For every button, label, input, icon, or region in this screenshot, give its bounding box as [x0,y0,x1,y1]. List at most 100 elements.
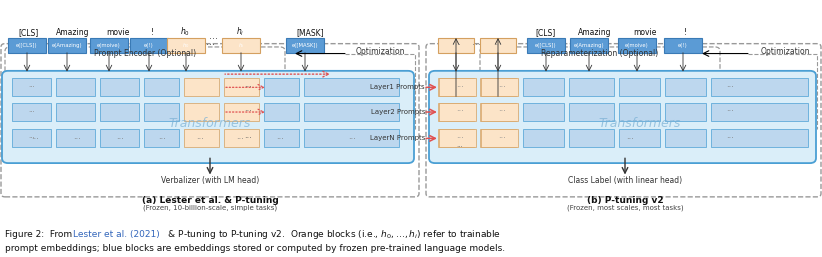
Text: [CLS]: [CLS] [535,27,555,37]
Bar [304,129,399,148]
Bar [167,38,205,53]
Text: ···: ··· [456,107,464,116]
Text: ···: ··· [31,135,39,144]
Bar [711,78,808,96]
Text: Layer1 Prompts: Layer1 Prompts [371,84,425,90]
Bar [439,78,476,96]
Text: e(!): e(!) [144,43,154,48]
Bar [480,78,516,96]
Text: Reparameterization (Optional): Reparameterization (Optional) [542,49,658,58]
Bar [224,103,259,121]
Text: e(Amazing): e(Amazing) [574,43,604,48]
Text: ···: ··· [451,40,460,50]
Bar [438,103,474,121]
FancyBboxPatch shape [5,47,285,100]
Text: e(moive): e(moive) [97,43,121,48]
Bar [527,38,565,53]
Bar [481,78,518,96]
Text: Layer2 Prompts: Layer2 Prompts [371,109,425,115]
Bar [618,38,656,53]
Text: prompt embeddings; blue blocks are embeddings stored or computed by frozen pre-t: prompt embeddings; blue blocks are embed… [5,244,506,253]
Text: ···: ··· [209,34,218,44]
Bar [130,38,168,53]
Text: ···: ··· [276,135,284,144]
Bar [664,38,702,53]
Text: Optimization: Optimization [355,47,404,56]
Bar [184,103,219,121]
Bar [264,129,299,148]
Text: [MASK]: [MASK] [296,27,324,37]
Bar [569,129,614,148]
Text: movie: movie [106,27,130,37]
Text: ···: ··· [236,135,244,144]
Text: Optimization: Optimization [760,47,810,56]
Text: (a) Lester et al. & P-tuning: (a) Lester et al. & P-tuning [141,196,279,205]
Bar [224,78,259,96]
FancyBboxPatch shape [1,44,419,197]
Bar [569,78,614,96]
Text: ···: ··· [498,134,506,143]
Text: $h_0$: $h_0$ [182,41,190,50]
Text: ···: ··· [726,134,734,143]
Text: Verbalizer (with LM head): Verbalizer (with LM head) [161,176,259,185]
Text: (b) P-tuning v2: (b) P-tuning v2 [587,196,663,205]
Bar [665,129,706,148]
Bar [184,78,219,96]
Bar [665,78,706,96]
Bar [100,103,139,121]
Bar [100,78,139,96]
Bar [711,129,808,148]
Text: LayerN Prompts: LayerN Prompts [370,135,425,141]
Bar [570,38,608,53]
Bar [222,38,260,53]
Bar [56,78,95,96]
Text: $h_i$: $h_i$ [238,41,244,50]
Text: ···: ··· [494,41,502,50]
Text: Amazing: Amazing [56,27,90,37]
Bar [480,129,516,148]
Text: ···: ··· [29,135,35,141]
Bar [439,103,476,121]
Text: e([CLS]): e([CLS]) [535,43,556,48]
Bar [523,78,564,96]
Text: ···: ··· [206,40,215,50]
Text: ···: ··· [457,144,464,150]
Bar [438,78,474,96]
Text: ···: ··· [116,135,124,144]
Bar [56,103,95,121]
Bar [100,129,139,148]
FancyBboxPatch shape [429,71,816,163]
Text: ···: ··· [726,83,734,92]
Bar [569,103,614,121]
Bar [286,38,324,53]
Bar [48,38,86,53]
Text: (Frozen, most scales, most tasks): (Frozen, most scales, most tasks) [566,204,683,211]
Text: $h_0$: $h_0$ [180,26,190,38]
Text: e(moive): e(moive) [625,43,649,48]
Bar [665,103,706,121]
Text: Figure 2:  From: Figure 2: From [5,230,75,239]
Bar [12,103,51,121]
Text: ···: ··· [626,135,634,144]
Bar [523,129,564,148]
FancyBboxPatch shape [480,47,720,100]
Bar [481,129,518,148]
FancyBboxPatch shape [2,71,414,163]
Bar [56,129,95,148]
Text: !: ! [684,27,686,37]
Text: Prompt Encoder (Optional): Prompt Encoder (Optional) [94,49,196,58]
Text: e([MASK]): e([MASK]) [292,43,318,48]
Text: Transformers: Transformers [169,117,252,130]
Text: Transformers: Transformers [598,117,681,130]
Bar [90,38,128,53]
Bar [264,78,299,96]
Text: ···: ··· [29,109,35,115]
Bar [12,129,51,148]
Bar [144,103,179,121]
Bar [8,38,46,53]
Bar [264,103,299,121]
Text: Lester et al. (2021): Lester et al. (2021) [73,230,159,239]
Bar [184,129,219,148]
Bar [144,129,179,148]
Text: ···: ··· [244,83,252,92]
